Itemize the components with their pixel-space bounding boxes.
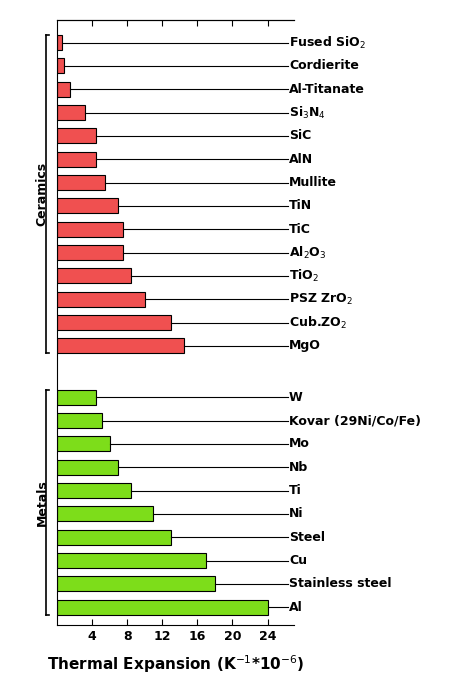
Text: Si$_3$N$_4$: Si$_3$N$_4$ [289, 105, 326, 121]
Bar [57, 437, 109, 452]
Text: TiO$_2$: TiO$_2$ [289, 268, 319, 284]
Text: Fused SiO$_2$: Fused SiO$_2$ [289, 35, 366, 51]
Bar [57, 338, 184, 354]
Text: TiN: TiN [289, 200, 312, 213]
Text: PSZ ZrO$_2$: PSZ ZrO$_2$ [289, 292, 353, 307]
Text: SiC: SiC [289, 130, 311, 143]
Bar [57, 221, 123, 237]
Text: MgO: MgO [289, 340, 321, 352]
Bar [57, 483, 131, 498]
Bar [57, 35, 62, 50]
Text: Al$_2$O$_3$: Al$_2$O$_3$ [289, 244, 327, 261]
Bar [57, 81, 70, 97]
Text: Nb: Nb [289, 460, 308, 474]
Bar [57, 151, 96, 167]
Bar [57, 268, 131, 283]
Bar [57, 507, 154, 521]
Bar [57, 413, 101, 428]
Text: AlN: AlN [289, 153, 313, 166]
Bar [57, 291, 145, 307]
Text: Al: Al [289, 601, 303, 614]
Text: Kovar (29Ni/Co/Fe): Kovar (29Ni/Co/Fe) [289, 414, 421, 427]
Bar [57, 530, 171, 545]
Text: Cordierite: Cordierite [289, 59, 359, 73]
Text: TiC: TiC [289, 223, 311, 236]
Text: Al-Titanate: Al-Titanate [289, 83, 365, 96]
Text: Mullite: Mullite [289, 176, 337, 189]
Bar [57, 460, 118, 475]
Bar [57, 128, 96, 143]
Text: W: W [289, 390, 303, 404]
Text: Mo: Mo [289, 437, 310, 450]
Bar [57, 390, 96, 405]
Bar [57, 58, 64, 73]
X-axis label: Thermal Expansion (K$^{-1}$*10$^{-6}$): Thermal Expansion (K$^{-1}$*10$^{-6}$) [46, 654, 304, 676]
Bar [57, 576, 215, 591]
Bar [57, 175, 105, 190]
Text: Ceramics: Ceramics [36, 162, 48, 226]
Bar [57, 198, 118, 213]
Bar [57, 553, 206, 568]
Text: Cub.ZO$_2$: Cub.ZO$_2$ [289, 314, 347, 331]
Bar [57, 315, 171, 330]
Text: Steel: Steel [289, 531, 325, 544]
Bar [57, 245, 123, 260]
Text: Ni: Ni [289, 507, 303, 520]
Text: Stainless steel: Stainless steel [289, 577, 392, 590]
Bar [57, 105, 85, 120]
Text: Ti: Ti [289, 484, 302, 497]
Text: Cu: Cu [289, 554, 307, 567]
Bar [57, 600, 267, 614]
Text: Metals: Metals [36, 479, 48, 526]
